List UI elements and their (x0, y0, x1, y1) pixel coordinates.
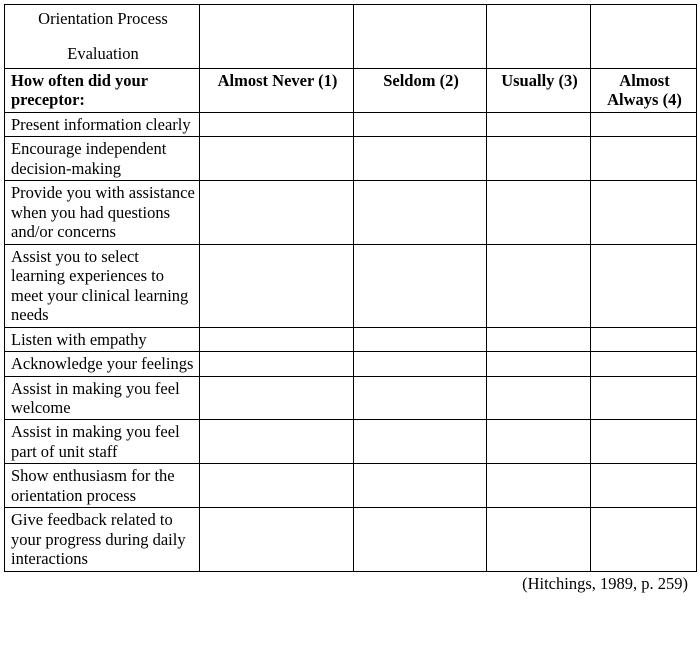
citation: (Hitchings, 1989, p. 259) (4, 572, 696, 594)
rating-cell[interactable] (354, 181, 487, 244)
row-label: Give feedback related to your progress d… (5, 508, 200, 571)
rating-cell[interactable] (200, 327, 354, 351)
title-line2: Evaluation (67, 44, 138, 63)
header-col-3: Usually (3) (487, 68, 591, 112)
rating-cell[interactable] (591, 137, 697, 181)
rating-cell[interactable] (200, 420, 354, 464)
row-label: Assist you to select learning experience… (5, 244, 200, 327)
rating-cell[interactable] (487, 376, 591, 420)
table-row: Listen with empathy (5, 327, 697, 351)
rating-cell[interactable] (354, 464, 487, 508)
header-col-2: Seldom (2) (354, 68, 487, 112)
rating-cell[interactable] (354, 420, 487, 464)
title-row: Orientation Process Evaluation (5, 5, 697, 69)
rating-cell[interactable] (487, 181, 591, 244)
table-row: Present information clearly (5, 112, 697, 136)
rating-cell[interactable] (354, 327, 487, 351)
rating-cell[interactable] (200, 508, 354, 571)
rating-cell[interactable] (200, 464, 354, 508)
row-label: Assist in making you feel welcome (5, 376, 200, 420)
rating-cell[interactable] (354, 112, 487, 136)
rating-cell[interactable] (200, 244, 354, 327)
rating-cell[interactable] (591, 508, 697, 571)
table-row: Provide you with assistance when you had… (5, 181, 697, 244)
table-row: Assist you to select learning experience… (5, 244, 697, 327)
table-row: Show enthusiasm for the orientation proc… (5, 464, 697, 508)
rating-cell[interactable] (487, 137, 591, 181)
rating-cell[interactable] (487, 508, 591, 571)
rating-cell[interactable] (591, 112, 697, 136)
header-col-1: Almost Never (1) (200, 68, 354, 112)
rating-cell[interactable] (591, 420, 697, 464)
rating-cell[interactable] (591, 464, 697, 508)
title-blank-3 (487, 5, 591, 69)
rating-cell[interactable] (487, 352, 591, 376)
row-label: Listen with empathy (5, 327, 200, 351)
rating-cell[interactable] (487, 420, 591, 464)
title-cell: Orientation Process Evaluation (5, 5, 200, 69)
rating-cell[interactable] (487, 327, 591, 351)
rating-cell[interactable] (354, 376, 487, 420)
row-label: Acknowledge your feelings (5, 352, 200, 376)
table-row: Assist in making you feel welcome (5, 376, 697, 420)
row-label: Provide you with assistance when you had… (5, 181, 200, 244)
table-row: Encourage independent decision-making (5, 137, 697, 181)
rating-cell[interactable] (591, 244, 697, 327)
rating-cell[interactable] (354, 137, 487, 181)
row-label: Present information clearly (5, 112, 200, 136)
title-blank-2 (354, 5, 487, 69)
rating-cell[interactable] (487, 244, 591, 327)
rating-cell[interactable] (354, 508, 487, 571)
rating-cell[interactable] (591, 376, 697, 420)
rating-cell[interactable] (354, 352, 487, 376)
rating-cell[interactable] (591, 181, 697, 244)
table-row: Acknowledge your feelings (5, 352, 697, 376)
header-col-4: Almost Always (4) (591, 68, 697, 112)
rating-cell[interactable] (487, 464, 591, 508)
title-line1: Orientation Process (11, 9, 195, 28)
rating-cell[interactable] (487, 112, 591, 136)
row-label: Encourage independent decision-making (5, 137, 200, 181)
rating-cell[interactable] (354, 244, 487, 327)
rating-cell[interactable] (200, 181, 354, 244)
rating-cell[interactable] (200, 352, 354, 376)
header-question: How often did your preceptor: (5, 68, 200, 112)
rating-cell[interactable] (200, 137, 354, 181)
rating-cell[interactable] (591, 327, 697, 351)
title-blank-4 (591, 5, 697, 69)
rating-cell[interactable] (200, 112, 354, 136)
table-row: Give feedback related to your progress d… (5, 508, 697, 571)
header-row: How often did your preceptor: Almost Nev… (5, 68, 697, 112)
title-blank-1 (200, 5, 354, 69)
row-label: Show enthusiasm for the orientation proc… (5, 464, 200, 508)
row-label: Assist in making you feel part of unit s… (5, 420, 200, 464)
evaluation-table: Orientation Process Evaluation How often… (4, 4, 697, 572)
rating-cell[interactable] (591, 352, 697, 376)
table-row: Assist in making you feel part of unit s… (5, 420, 697, 464)
rating-cell[interactable] (200, 376, 354, 420)
